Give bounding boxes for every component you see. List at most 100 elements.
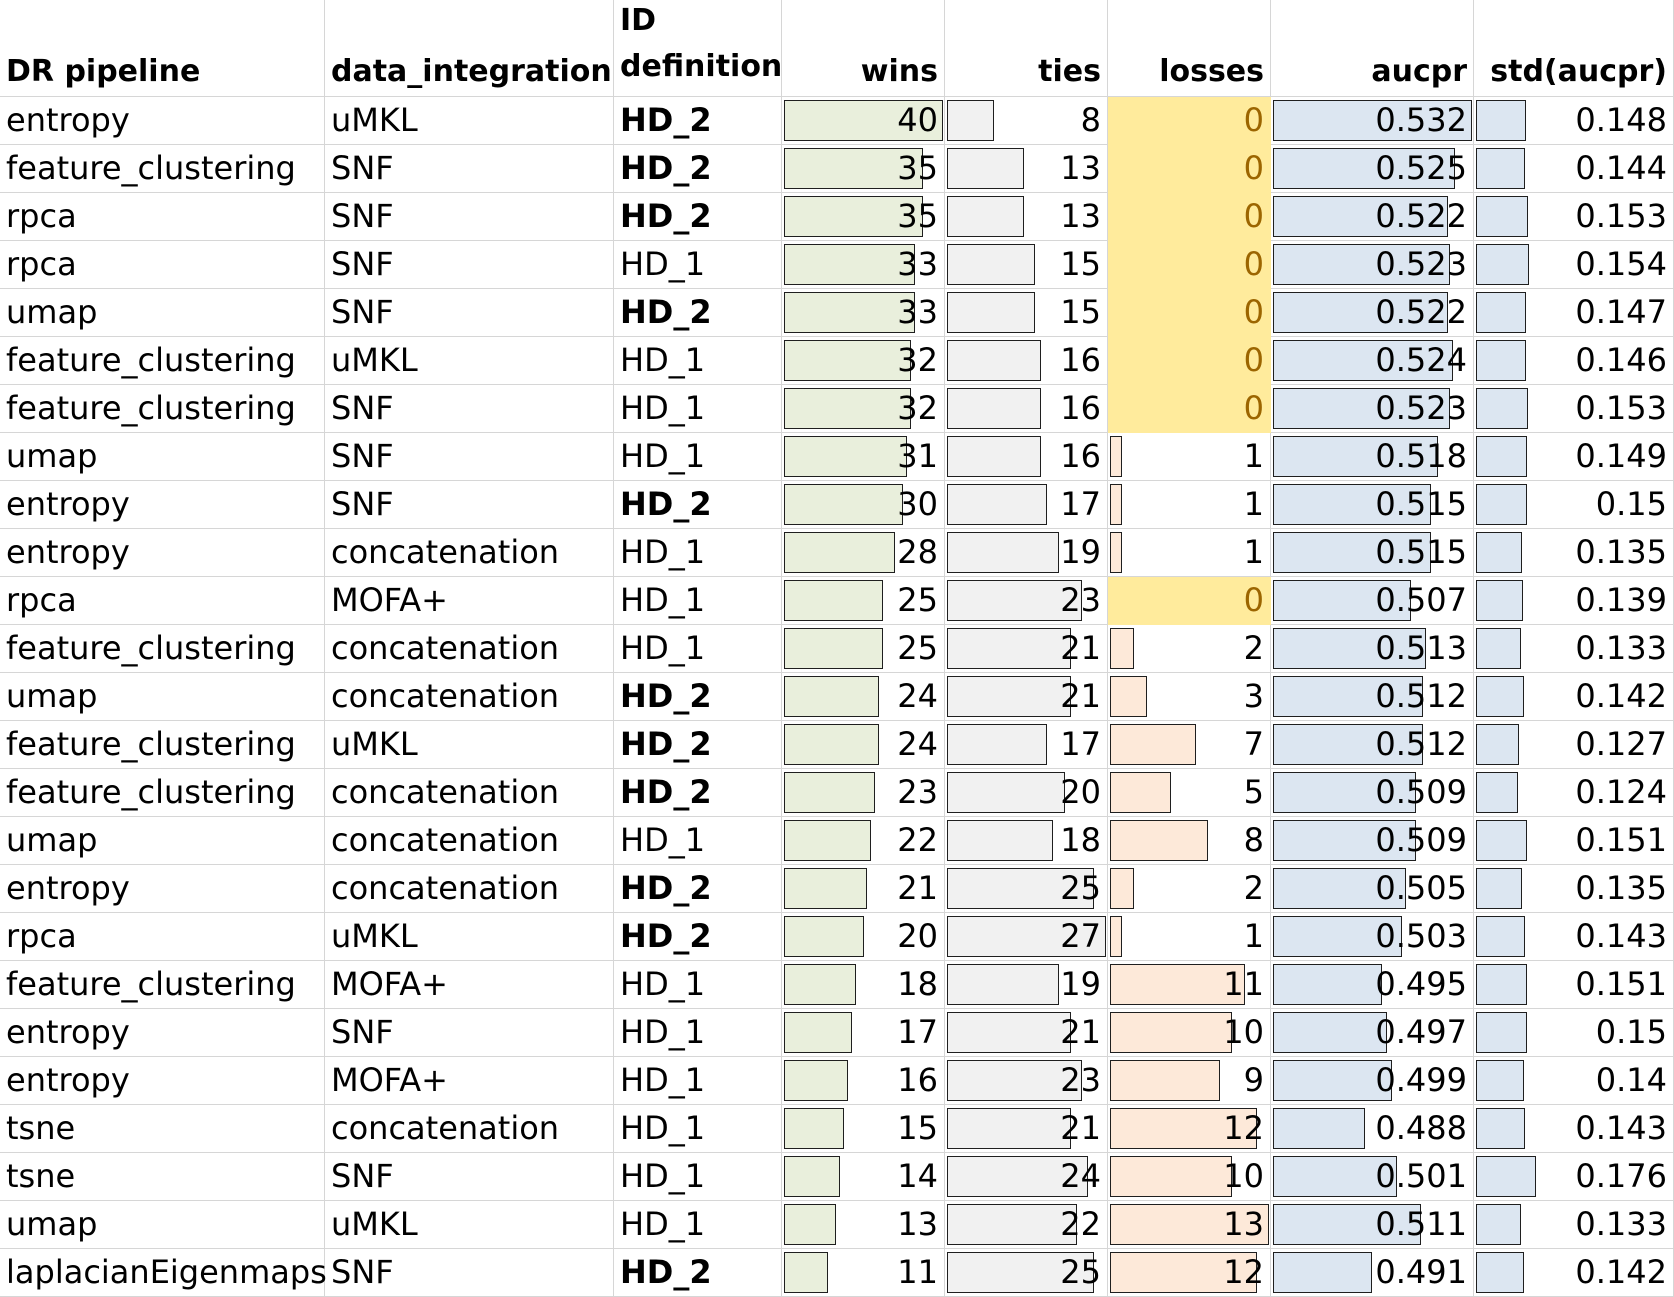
cell-ties[interactable]: 23 (945, 1057, 1108, 1105)
cell-losses[interactable]: 0 (1108, 289, 1271, 337)
cell-losses[interactable]: 1 (1108, 481, 1271, 529)
cell-std-aucpr[interactable]: 0.143 (1474, 1105, 1674, 1153)
cell-wins[interactable]: 33 (782, 289, 945, 337)
header-cell-aucpr[interactable]: aucpr (1271, 0, 1474, 97)
cell-wins[interactable]: 24 (782, 673, 945, 721)
cell-std-aucpr[interactable]: 0.154 (1474, 241, 1674, 289)
cell-id-definition[interactable]: HD_1 (614, 529, 782, 577)
cell-wins[interactable]: 14 (782, 1153, 945, 1201)
cell-std-aucpr[interactable]: 0.153 (1474, 193, 1674, 241)
cell-std-aucpr[interactable]: 0.142 (1474, 673, 1674, 721)
cell-dr-pipeline[interactable]: umap (0, 1201, 325, 1249)
cell-dr-pipeline[interactable]: laplacianEigenmaps (0, 1249, 327, 1297)
cell-losses[interactable]: 13 (1108, 1201, 1271, 1249)
cell-std-aucpr[interactable]: 0.15 (1474, 481, 1674, 529)
cell-id-definition[interactable]: HD_1 (614, 241, 782, 289)
cell-ties[interactable]: 17 (945, 481, 1108, 529)
cell-dr-pipeline[interactable]: entropy (0, 97, 325, 145)
cell-aucpr[interactable]: 0.523 (1271, 241, 1474, 289)
cell-aucpr[interactable]: 0.499 (1271, 1057, 1474, 1105)
cell-dr-pipeline[interactable]: feature_clustering (0, 145, 325, 193)
cell-wins[interactable]: 35 (782, 193, 945, 241)
cell-id-definition[interactable]: HD_1 (614, 1057, 782, 1105)
cell-id-definition[interactable]: HD_2 (614, 769, 782, 817)
cell-data-integration[interactable]: SNF (325, 289, 614, 337)
cell-dr-pipeline[interactable]: feature_clustering (0, 625, 325, 673)
cell-aucpr[interactable]: 0.503 (1271, 913, 1474, 961)
cell-losses[interactable]: 0 (1108, 193, 1271, 241)
cell-data-integration[interactable]: SNF (325, 241, 614, 289)
cell-aucpr[interactable]: 0.505 (1271, 865, 1474, 913)
cell-id-definition[interactable]: HD_1 (614, 1153, 782, 1201)
cell-dr-pipeline[interactable]: entropy (0, 481, 325, 529)
cell-dr-pipeline[interactable]: feature_clustering (0, 961, 325, 1009)
cell-losses[interactable]: 10 (1108, 1009, 1271, 1057)
cell-aucpr[interactable]: 0.522 (1271, 193, 1474, 241)
cell-losses[interactable]: 10 (1108, 1153, 1271, 1201)
cell-id-definition[interactable]: HD_2 (614, 193, 782, 241)
cell-ties[interactable]: 15 (945, 289, 1108, 337)
cell-std-aucpr[interactable]: 0.15 (1474, 1009, 1674, 1057)
cell-id-definition[interactable]: HD_2 (614, 481, 782, 529)
cell-std-aucpr[interactable]: 0.14 (1474, 1057, 1674, 1105)
cell-losses[interactable]: 1 (1108, 433, 1271, 481)
cell-wins[interactable]: 33 (782, 241, 945, 289)
cell-ties[interactable]: 19 (945, 961, 1108, 1009)
cell-aucpr[interactable]: 0.491 (1271, 1249, 1474, 1297)
cell-wins[interactable]: 25 (782, 625, 945, 673)
cell-dr-pipeline[interactable]: entropy (0, 1009, 325, 1057)
cell-wins[interactable]: 21 (782, 865, 945, 913)
cell-dr-pipeline[interactable]: feature_clustering (0, 337, 325, 385)
cell-aucpr[interactable]: 0.511 (1271, 1201, 1474, 1249)
cell-id-definition[interactable]: HD_1 (614, 1009, 782, 1057)
cell-aucpr[interactable]: 0.509 (1271, 817, 1474, 865)
cell-losses[interactable]: 0 (1108, 145, 1271, 193)
cell-std-aucpr[interactable]: 0.139 (1474, 577, 1674, 625)
cell-id-definition[interactable]: HD_1 (614, 385, 782, 433)
cell-wins[interactable]: 23 (782, 769, 945, 817)
cell-losses[interactable]: 5 (1108, 769, 1271, 817)
cell-ties[interactable]: 19 (945, 529, 1108, 577)
cell-aucpr[interactable]: 0.507 (1271, 577, 1474, 625)
cell-id-definition[interactable]: HD_2 (614, 865, 782, 913)
cell-dr-pipeline[interactable]: entropy (0, 1057, 325, 1105)
header-cell-data-integration[interactable]: data_integration (325, 0, 614, 97)
cell-data-integration[interactable]: SNF (325, 145, 614, 193)
cell-aucpr[interactable]: 0.524 (1271, 337, 1474, 385)
cell-aucpr[interactable]: 0.525 (1271, 145, 1474, 193)
cell-losses[interactable]: 0 (1108, 337, 1271, 385)
cell-ties[interactable]: 22 (945, 1201, 1108, 1249)
header-cell-losses[interactable]: losses (1108, 0, 1271, 97)
cell-wins[interactable]: 16 (782, 1057, 945, 1105)
cell-ties[interactable]: 23 (945, 577, 1108, 625)
cell-data-integration[interactable]: SNF (325, 1009, 614, 1057)
cell-ties[interactable]: 21 (945, 625, 1108, 673)
cell-id-definition[interactable]: HD_2 (614, 673, 782, 721)
cell-wins[interactable]: 25 (782, 577, 945, 625)
cell-data-integration[interactable]: uMKL (325, 1201, 614, 1249)
header-cell-ties[interactable]: ties (945, 0, 1108, 97)
cell-aucpr[interactable]: 0.509 (1271, 769, 1474, 817)
cell-id-definition[interactable]: HD_2 (614, 721, 782, 769)
cell-id-definition[interactable]: HD_1 (614, 433, 782, 481)
cell-ties[interactable]: 27 (945, 913, 1108, 961)
cell-dr-pipeline[interactable]: entropy (0, 529, 325, 577)
cell-data-integration[interactable]: SNF (325, 433, 614, 481)
cell-id-definition[interactable]: HD_2 (614, 913, 782, 961)
cell-dr-pipeline[interactable]: feature_clustering (0, 721, 325, 769)
cell-std-aucpr[interactable]: 0.127 (1474, 721, 1674, 769)
cell-data-integration[interactable]: SNF (325, 1153, 614, 1201)
cell-id-definition[interactable]: HD_1 (614, 1201, 782, 1249)
cell-data-integration[interactable]: SNF (325, 1249, 614, 1297)
cell-wins[interactable]: 32 (782, 385, 945, 433)
cell-id-definition[interactable]: HD_1 (614, 577, 782, 625)
cell-std-aucpr[interactable]: 0.144 (1474, 145, 1674, 193)
cell-dr-pipeline[interactable]: umap (0, 289, 325, 337)
cell-dr-pipeline[interactable]: tsne (0, 1105, 325, 1153)
cell-aucpr[interactable]: 0.512 (1271, 721, 1474, 769)
cell-std-aucpr[interactable]: 0.146 (1474, 337, 1674, 385)
cell-aucpr[interactable]: 0.515 (1271, 481, 1474, 529)
cell-aucpr[interactable]: 0.523 (1271, 385, 1474, 433)
cell-data-integration[interactable]: concatenation (325, 529, 614, 577)
cell-std-aucpr[interactable]: 0.135 (1474, 865, 1674, 913)
